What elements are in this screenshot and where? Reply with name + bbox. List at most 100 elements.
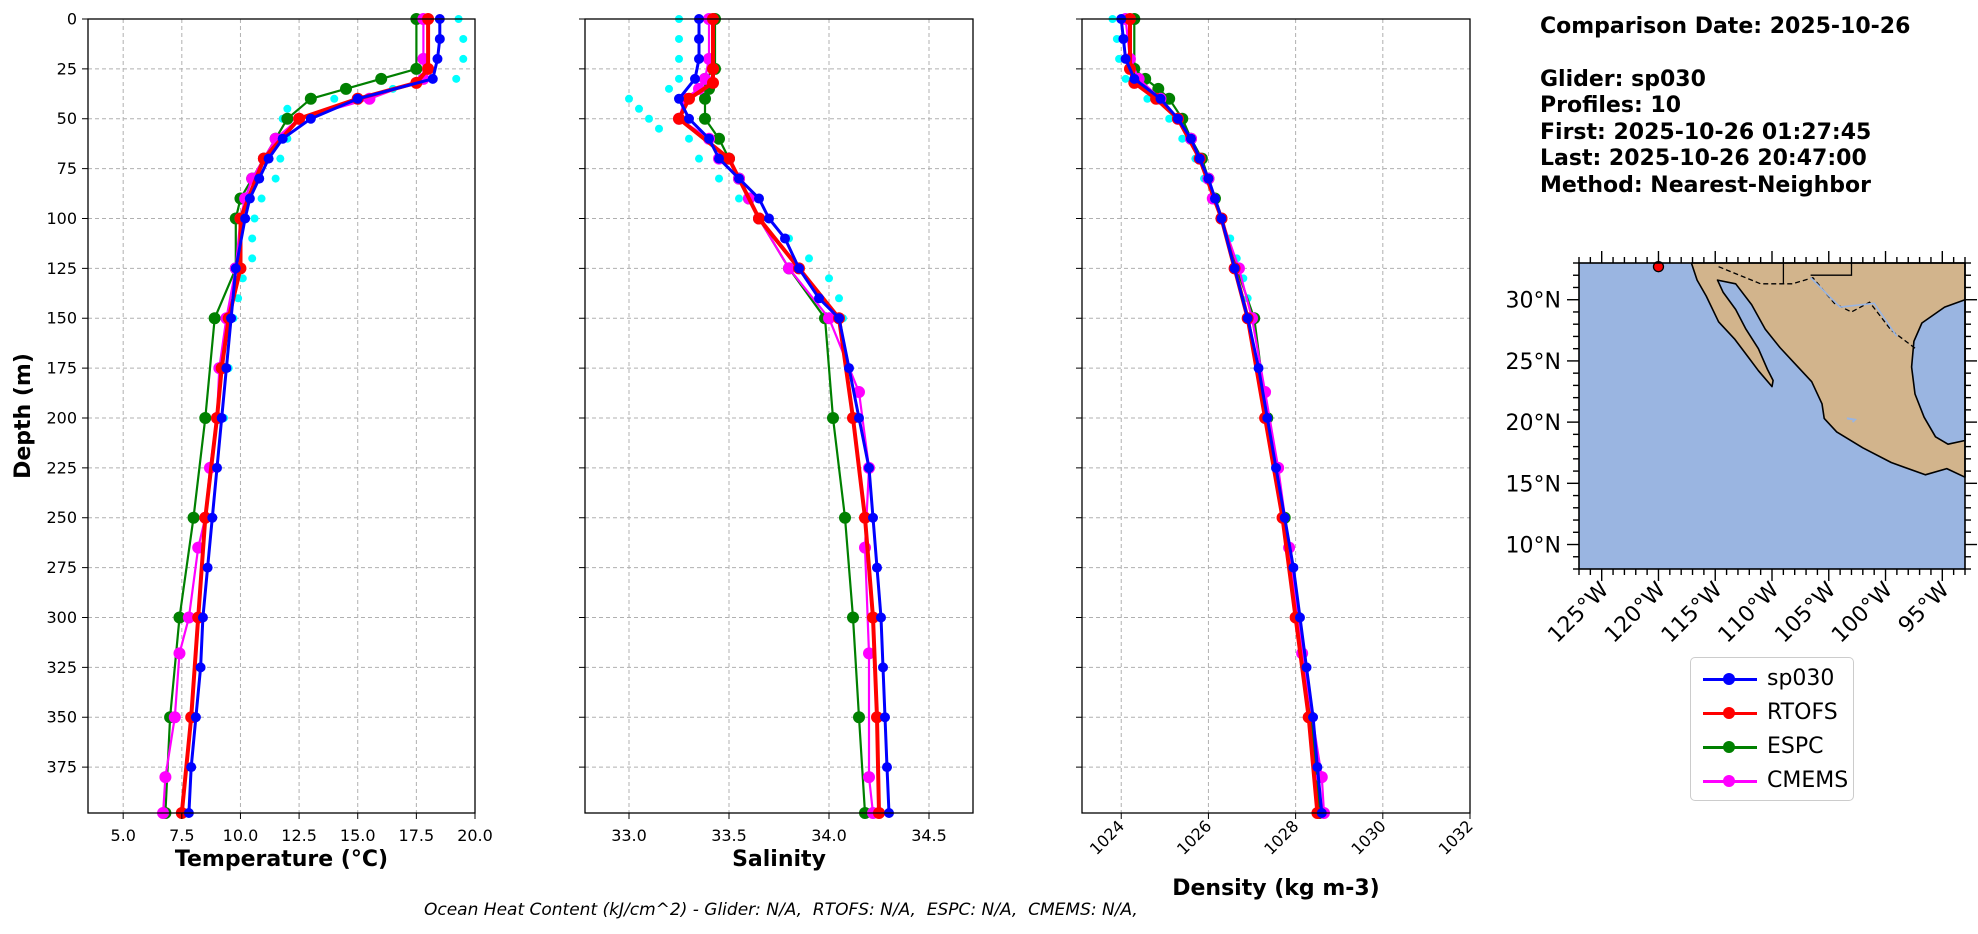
temperature-sp030-point bbox=[277, 133, 288, 144]
salinity-sp030-point bbox=[674, 93, 684, 104]
salinity-cmems-point bbox=[783, 262, 795, 275]
temperature-glider-raw-point bbox=[283, 104, 292, 113]
temperature-rtofs-point bbox=[199, 511, 212, 524]
density-sp030-point bbox=[1209, 193, 1220, 204]
temperature-sp030-point bbox=[427, 73, 438, 84]
density-sp030-point bbox=[1242, 313, 1253, 324]
salinity-glider-raw-point bbox=[675, 74, 683, 83]
glider-name: Glider: sp030 bbox=[1540, 66, 1706, 92]
map-gulf-of-mexico bbox=[1910, 298, 1966, 446]
temperature-glider-raw-point bbox=[248, 254, 257, 263]
salinity-glider-raw-point bbox=[645, 114, 653, 123]
salinity-sp030-point bbox=[814, 293, 824, 304]
density-cmems-line bbox=[1124, 18, 1326, 814]
density-sp030-point bbox=[1172, 113, 1183, 124]
legend: sp030 RTOFS ESPC CMEMS bbox=[1690, 657, 1854, 801]
ocean-heat-content-footer: Ocean Heat Content (kJ/cm^2) - Glider: N… bbox=[424, 900, 1138, 920]
salinity-espc-point bbox=[699, 92, 711, 105]
legend-marker-cmems bbox=[1723, 775, 1735, 787]
density-sp030-line bbox=[1119, 18, 1324, 814]
temperature-xtick-label: 12.5 bbox=[281, 826, 317, 845]
map-lon-label: 100°W bbox=[1827, 577, 1898, 648]
temperature-glider-raw-point bbox=[234, 294, 243, 303]
temperature-sp030-point bbox=[240, 213, 251, 224]
map-lon-label: 110°W bbox=[1714, 577, 1785, 648]
temperature-xlabel: Temperature (°C) bbox=[175, 847, 388, 872]
legend-label-cmems: CMEMS bbox=[1767, 768, 1849, 793]
salinity-rtofs-point bbox=[673, 112, 685, 125]
temperature-xtick-label: 7.5 bbox=[169, 826, 194, 845]
salinity-glider-raw-point bbox=[735, 194, 743, 203]
map-lat-label: 25°N bbox=[1506, 350, 1561, 375]
temperature-cmems-point bbox=[173, 647, 186, 660]
info-text: Comparison Date: 2025-10-26 Glider: sp030… bbox=[1540, 14, 1910, 199]
density-sp030-point bbox=[1262, 412, 1273, 423]
temperature-espc-point bbox=[173, 611, 186, 624]
density-glider-raw-point bbox=[1178, 134, 1187, 143]
temperature-glider-raw-point bbox=[452, 74, 461, 83]
temperature-rtofs-point bbox=[422, 62, 435, 75]
salinity-sp030-point bbox=[780, 233, 790, 244]
map-border-line bbox=[1810, 263, 1853, 276]
legend-marker-rtofs bbox=[1723, 707, 1735, 719]
density-xlabel: Density (kg m-3) bbox=[1172, 876, 1380, 901]
legend-item-espc: ESPC bbox=[1691, 730, 1851, 764]
temperature-ytick-label: 200 bbox=[46, 408, 77, 427]
salinity-cmems-point bbox=[863, 647, 875, 660]
density-panel: 1024 1026 1028 1030 1032 Density (kg m-3) bbox=[1076, 13, 1477, 901]
temperature-rtofs-point bbox=[293, 112, 306, 125]
map-lat-label: 30°N bbox=[1506, 289, 1561, 314]
temperature-ytick-label: 25 bbox=[57, 59, 77, 78]
temperature-ytick-label: 125 bbox=[46, 259, 77, 278]
density-glider-raw-point bbox=[1121, 74, 1130, 83]
temperature-sp030-point bbox=[305, 113, 316, 124]
density-sp030-point bbox=[1129, 73, 1140, 84]
temperature-sp030-point bbox=[195, 662, 206, 673]
temperature-ytick-label: 275 bbox=[46, 558, 77, 577]
temperature-sp030-point bbox=[186, 762, 197, 773]
salinity-espc-point bbox=[827, 411, 839, 424]
temperature-glider-raw-point bbox=[248, 234, 257, 243]
temperature-ytick-label: 375 bbox=[46, 758, 77, 777]
temperature-ylabel: Depth (m) bbox=[11, 353, 36, 479]
salinity-glider-raw-point bbox=[825, 274, 833, 283]
temperature-sp030-point bbox=[352, 93, 363, 104]
temperature-panel: 5.0 7.5 10.0 12.5 15.0 17.5 20.0 0 25 50 75 100 125 1… bbox=[11, 10, 493, 873]
temperature-cmems-point bbox=[182, 611, 195, 624]
temperature-xtick-label: 20.0 bbox=[457, 826, 493, 845]
map-lat-label: 20°N bbox=[1506, 411, 1561, 436]
density-sp030-point bbox=[1203, 173, 1214, 184]
legend-label-rtofs: RTOFS bbox=[1767, 700, 1838, 725]
salinity-sp030-point bbox=[834, 313, 844, 324]
density-sp030-point bbox=[1194, 153, 1205, 164]
temperature-ytick-label: 175 bbox=[46, 359, 77, 378]
temperature-sp030-point bbox=[216, 412, 227, 423]
map-lon-label: 95°W bbox=[1894, 577, 1955, 638]
density-sp030-point bbox=[1120, 53, 1131, 64]
temperature-ytick-label: 325 bbox=[46, 658, 77, 677]
temperature-xtick-label: 5.0 bbox=[110, 826, 135, 845]
salinity-sp030-point bbox=[754, 193, 764, 204]
density-xtick-label: 1024 bbox=[1086, 816, 1128, 858]
temperature-axes-frame bbox=[87, 18, 476, 814]
salinity-glider-raw-point bbox=[685, 134, 693, 143]
salinity-glider-raw-point bbox=[695, 154, 703, 163]
salinity-espc-point bbox=[853, 711, 865, 724]
density-sp030-point bbox=[1155, 93, 1166, 104]
salinity-glider-raw-point bbox=[625, 94, 633, 103]
salinity-panel: 33.0 33.5 34.0 34.5 Salinity bbox=[579, 13, 974, 872]
temperature-sp030-point bbox=[254, 173, 265, 184]
temperature-espc-point bbox=[199, 411, 212, 424]
temperature-ytick-label: 100 bbox=[46, 209, 77, 228]
salinity-rtofs-point bbox=[859, 511, 871, 524]
density-glider-raw-point bbox=[1143, 94, 1152, 103]
map-lat-label: 15°N bbox=[1506, 472, 1561, 497]
method: Method: Nearest-Neighbor bbox=[1540, 172, 1871, 198]
salinity-sp030-point bbox=[704, 133, 714, 144]
salinity-sp030-point bbox=[684, 113, 694, 124]
temperature-glider-raw-point bbox=[238, 274, 247, 283]
temperature-sp030-point bbox=[244, 193, 255, 204]
salinity-glider-raw-point bbox=[715, 174, 723, 183]
density-sp030-point bbox=[1312, 762, 1323, 773]
temperature-glider-raw-point bbox=[271, 174, 280, 183]
